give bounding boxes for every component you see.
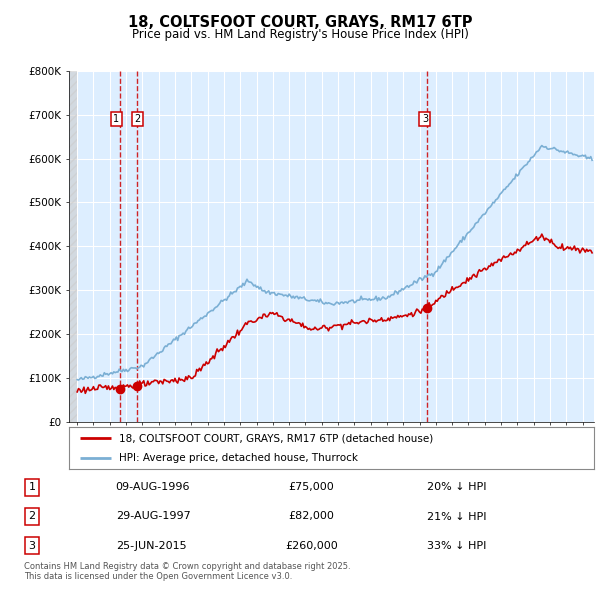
Text: 2: 2 bbox=[134, 114, 141, 124]
Text: 25-JUN-2015: 25-JUN-2015 bbox=[116, 540, 187, 550]
Text: 2: 2 bbox=[29, 512, 36, 522]
Text: £75,000: £75,000 bbox=[289, 483, 334, 493]
Text: 3: 3 bbox=[29, 540, 35, 550]
Text: Price paid vs. HM Land Registry's House Price Index (HPI): Price paid vs. HM Land Registry's House … bbox=[131, 28, 469, 41]
Text: 29-AUG-1997: 29-AUG-1997 bbox=[116, 512, 190, 522]
Text: 21% ↓ HPI: 21% ↓ HPI bbox=[427, 512, 486, 522]
Text: £82,000: £82,000 bbox=[289, 512, 334, 522]
Bar bbox=[69, 71, 77, 422]
Text: Contains HM Land Registry data © Crown copyright and database right 2025.
This d: Contains HM Land Registry data © Crown c… bbox=[24, 562, 350, 581]
Text: 20% ↓ HPI: 20% ↓ HPI bbox=[427, 483, 486, 493]
Text: HPI: Average price, detached house, Thurrock: HPI: Average price, detached house, Thur… bbox=[119, 454, 358, 463]
Text: 18, COLTSFOOT COURT, GRAYS, RM17 6TP (detached house): 18, COLTSFOOT COURT, GRAYS, RM17 6TP (de… bbox=[119, 433, 433, 443]
Text: 1: 1 bbox=[113, 114, 119, 124]
Text: 09-AUG-1996: 09-AUG-1996 bbox=[116, 483, 190, 493]
Text: £260,000: £260,000 bbox=[285, 540, 338, 550]
Text: 1: 1 bbox=[29, 483, 35, 493]
Text: 18, COLTSFOOT COURT, GRAYS, RM17 6TP: 18, COLTSFOOT COURT, GRAYS, RM17 6TP bbox=[128, 15, 472, 30]
Text: 3: 3 bbox=[422, 114, 428, 124]
Text: 33% ↓ HPI: 33% ↓ HPI bbox=[427, 540, 486, 550]
